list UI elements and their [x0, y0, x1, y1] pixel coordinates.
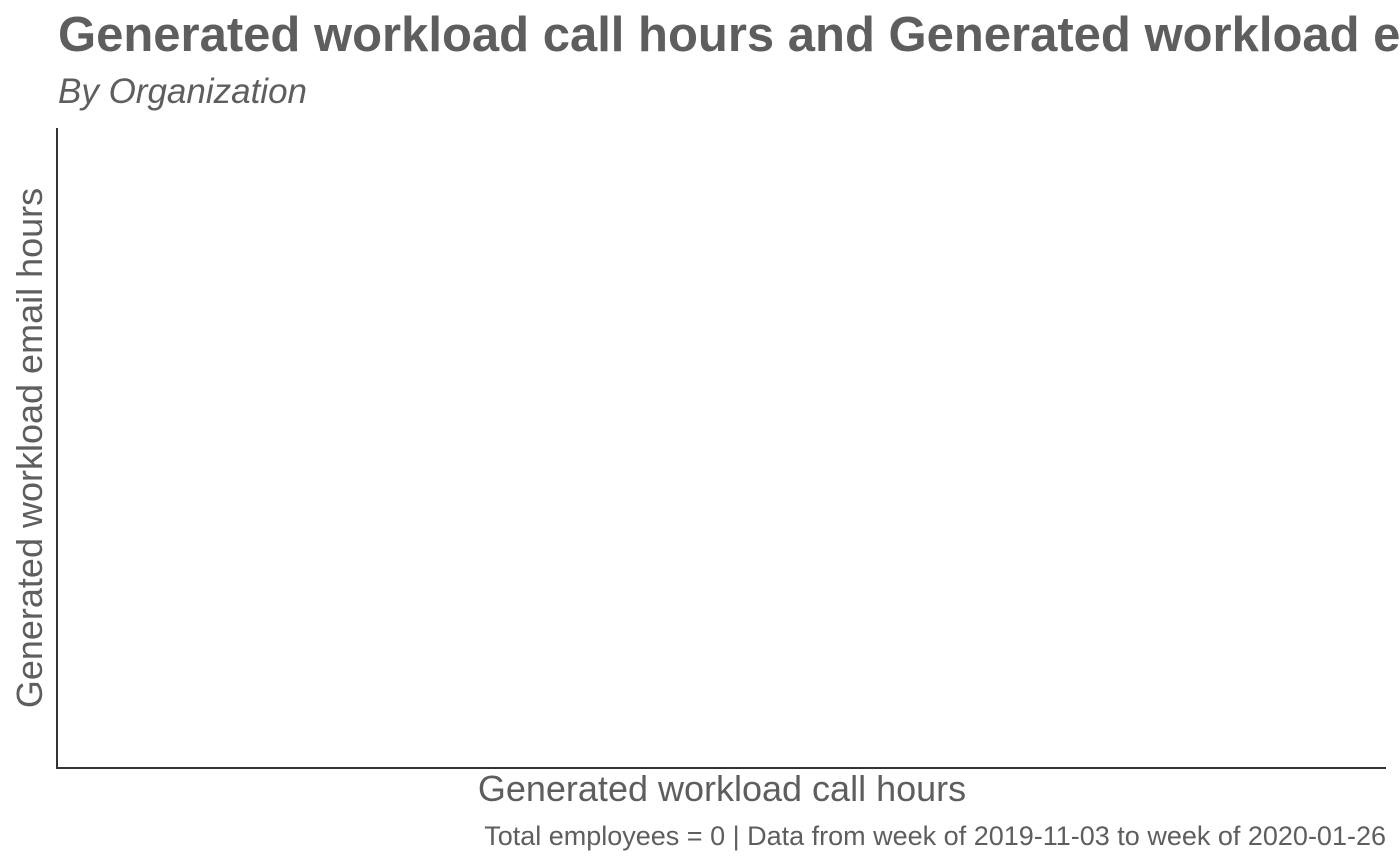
y-axis-label: Generated workload email hours [9, 187, 50, 709]
y-axis-line [56, 128, 58, 769]
chart-title: Generated workload call hours and Genera… [58, 8, 1400, 62]
x-axis-label: Generated workload call hours [477, 768, 967, 809]
x-axis-line [56, 767, 1386, 769]
plot-area [58, 128, 1386, 767]
scatter-plot [58, 128, 1386, 767]
chart-caption: Total employees = 0 | Data from week of … [484, 821, 1386, 851]
chart-subtitle: By Organization [58, 72, 308, 111]
